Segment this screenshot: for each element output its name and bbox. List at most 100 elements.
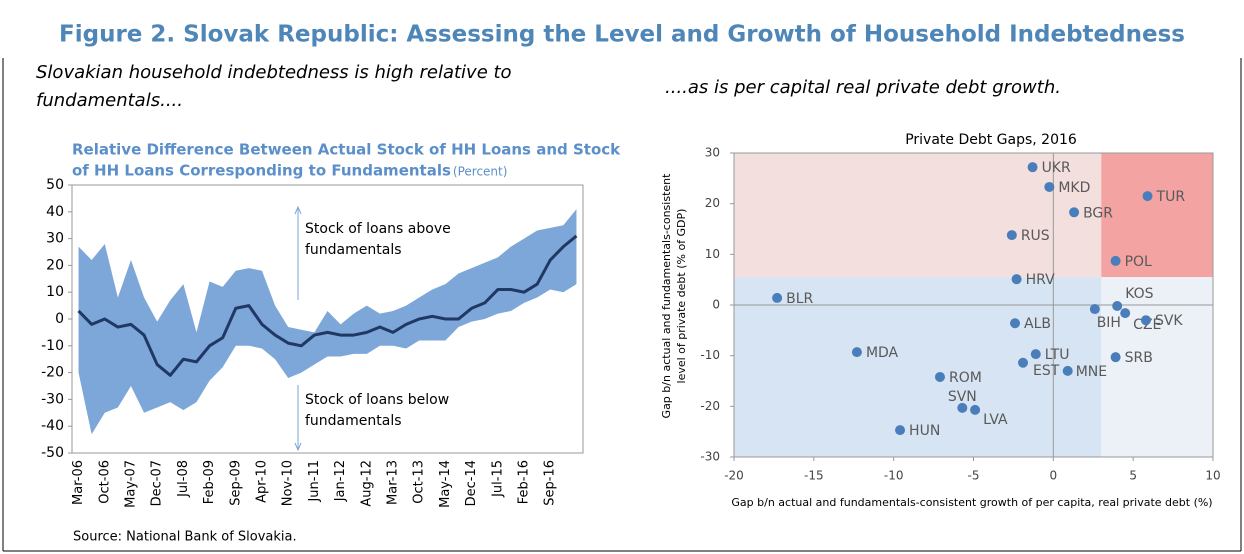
y-tick-label: -10: [700, 348, 720, 362]
y-tick-label: 0: [712, 298, 720, 312]
x-tick-label: May-14: [438, 460, 453, 508]
point-label: MNE: [1076, 364, 1107, 380]
y-tick-label: -50: [41, 445, 64, 461]
x-axis-label: Gap b/n actual and fundamentals-consiste…: [731, 496, 1212, 509]
y-tick-label: 10: [46, 284, 64, 300]
x-tick-label: -5: [968, 469, 980, 483]
annotation: Stock of loans below: [305, 392, 449, 408]
point-label: ALB: [1024, 316, 1051, 332]
quadrant: [734, 277, 1102, 457]
arrow-head: [294, 442, 302, 452]
y-tick-label: -10: [41, 338, 64, 354]
point: [957, 402, 968, 413]
x-tick-label: Mar-13: [386, 460, 401, 505]
y-tick-label: 50: [46, 177, 64, 193]
y-tick-label: 30: [46, 231, 64, 247]
y-tick-label: 20: [705, 196, 720, 210]
x-tick-label: Feb-09: [202, 460, 217, 504]
x-tick-label: Jul-15: [490, 460, 505, 498]
point: [1110, 352, 1121, 363]
x-tick-label: -10: [884, 469, 904, 483]
point: [1011, 274, 1022, 285]
x-tick-label: Sep-16: [543, 460, 558, 506]
x-tick-label: Oct-06: [97, 460, 112, 504]
y-tick-label: 30: [705, 146, 720, 160]
point-label: HUN: [909, 423, 940, 439]
point-label: SRB: [1125, 350, 1153, 366]
point: [1027, 162, 1038, 173]
source: Source: National Bank of Slovakia.: [73, 530, 297, 545]
y-tick-label: -30: [41, 391, 64, 407]
x-tick-label: -15: [804, 469, 824, 483]
point: [1062, 365, 1073, 376]
x-tick-label: Feb-16: [517, 460, 532, 504]
point: [772, 292, 783, 303]
point: [895, 425, 906, 436]
quadrant: [734, 153, 1102, 278]
figure-title: Figure 2. Slovak Republic: Assessing the…: [59, 22, 1185, 48]
subtitle-left: fundamentals....: [36, 90, 183, 111]
chart-subtitle: (Percent): [453, 165, 508, 179]
point: [1044, 181, 1055, 192]
point: [1069, 207, 1080, 218]
point: [1110, 255, 1121, 266]
x-tick-label: Dec-14: [464, 460, 479, 506]
point: [1006, 230, 1017, 241]
y-tick-label: 0: [55, 311, 64, 327]
point-label: POL: [1125, 254, 1152, 270]
x-tick-label: Apr-10: [254, 460, 269, 503]
line: [77, 234, 578, 377]
point-label: SVN: [948, 389, 977, 405]
point-label: HRV: [1026, 272, 1055, 288]
y-tick-label: 40: [46, 204, 64, 220]
chart-title: of HH Loans Corresponding to Fundamental…: [72, 162, 451, 180]
point-label: BIH: [1097, 315, 1121, 331]
point-label: LVA: [983, 412, 1008, 428]
point: [851, 347, 862, 358]
y-axis-label: level of private debt (% of GDP): [675, 209, 688, 384]
x-tick-label: 5: [1129, 469, 1137, 483]
point-label: SVK: [1155, 313, 1183, 329]
point-label: BLR: [786, 291, 813, 307]
y-tick-label: -20: [41, 365, 64, 381]
x-tick-label: Jun-11: [307, 460, 322, 503]
point-label: ROM: [949, 370, 982, 386]
x-tick-label: Nov-10: [281, 460, 296, 506]
annotation: fundamentals: [305, 413, 402, 429]
point: [1112, 301, 1123, 312]
annotation: Stock of loans above: [305, 221, 451, 237]
point: [1089, 304, 1100, 315]
chart-title: Private Debt Gaps, 2016: [905, 132, 1077, 148]
x-tick-label: Dec-07: [150, 460, 165, 506]
point-label: TUR: [1156, 189, 1186, 205]
annotation: fundamentals: [305, 242, 402, 258]
subtitle-left: Slovakian household indebtedness is high…: [36, 62, 512, 83]
point-label: MKD: [1058, 180, 1090, 196]
point-label: UKR: [1042, 160, 1071, 176]
y-tick-label: -20: [700, 399, 720, 413]
point: [1140, 315, 1151, 326]
x-tick-label: Oct-13: [412, 460, 427, 504]
x-tick-label: May-07: [123, 460, 138, 508]
point-label: RUS: [1021, 228, 1050, 244]
y-tick-label: 10: [705, 247, 720, 261]
y-tick-label: -30: [700, 450, 720, 464]
point: [934, 371, 945, 382]
point-label: EST: [1033, 363, 1060, 379]
x-tick-label: Jan-12: [333, 460, 348, 502]
chart-title: Relative Difference Between Actual Stock…: [72, 141, 621, 159]
x-tick-label: Mar-06: [71, 460, 86, 505]
y-tick-label: 20: [46, 257, 64, 273]
point-label: BGR: [1083, 205, 1113, 221]
x-tick-label: Sep-09: [228, 460, 243, 506]
point: [1142, 191, 1153, 202]
point: [1017, 357, 1028, 368]
x-tick-label: 10: [1205, 469, 1220, 483]
point: [1030, 349, 1041, 360]
x-tick-label: Jul-08: [176, 460, 191, 498]
subtitle-right: ....as is per capital real private debt …: [665, 77, 1061, 98]
band-area: [78, 209, 577, 435]
point: [1010, 318, 1021, 329]
x-tick-label: Aug-12: [359, 460, 374, 507]
